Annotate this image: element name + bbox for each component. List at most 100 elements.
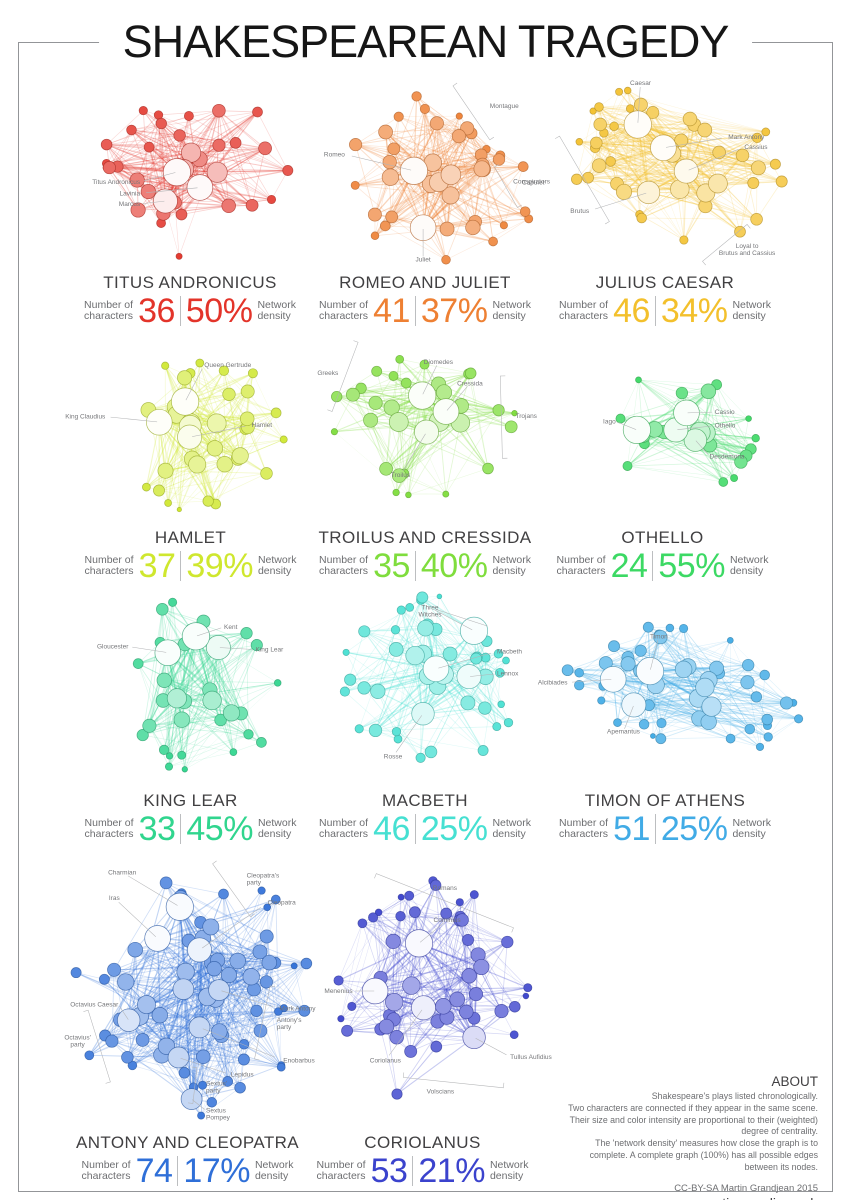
number-of-characters-label: Number of characters xyxy=(317,1159,366,1183)
play-title: ROMEO AND JULIET xyxy=(339,273,511,292)
label-line-number-of: Number of xyxy=(556,553,606,566)
network-density-label: Network density xyxy=(732,298,771,323)
play-info: TIMON OF ATHENS Number of characters 51 … xyxy=(545,791,785,846)
svg-text:Marcus: Marcus xyxy=(119,201,141,208)
play-info: TROILUS AND CRESSIDA Number of character… xyxy=(310,528,540,583)
label-line-density: density xyxy=(732,828,766,840)
network-density-value: 17% xyxy=(183,1152,250,1190)
play-title: TROILUS AND CRESSIDA xyxy=(318,528,532,547)
label-line-characters: characters xyxy=(556,565,606,577)
stat-divider xyxy=(180,551,182,581)
label-line-density: density xyxy=(729,565,764,577)
about-line: Two characters are connected if they app… xyxy=(568,1102,818,1113)
label-line-characters: characters xyxy=(559,310,609,322)
stat-divider xyxy=(179,296,181,326)
label-line-characters: characters xyxy=(84,565,134,577)
svg-text:Hamlet: Hamlet xyxy=(252,422,273,429)
svg-text:King Claudius: King Claudius xyxy=(65,414,106,421)
svg-text:Sextus'party: Sextus' party xyxy=(206,1080,227,1094)
label-line-number-of: Number of xyxy=(559,816,609,829)
network-density-value: 45% xyxy=(186,810,253,848)
svg-text:Timon: Timon xyxy=(650,633,668,640)
network-density-label: Network density xyxy=(729,554,769,578)
play-info: CORIOLANUS Number of characters 53 21% N… xyxy=(315,1133,530,1188)
character-count-value: 53 xyxy=(370,1152,408,1190)
label-line-characters: characters xyxy=(559,828,609,840)
network-density-label: Network density xyxy=(489,1159,529,1183)
label-line-characters: characters xyxy=(319,828,369,840)
svg-text:Caesar: Caesar xyxy=(630,80,652,87)
character-count-value: 46 xyxy=(373,810,410,848)
stat-divider xyxy=(652,551,654,581)
character-count-value: 41 xyxy=(373,292,410,330)
stat-divider xyxy=(180,814,182,844)
network-density-value: 39% xyxy=(186,547,253,585)
svg-text:Romeo: Romeo xyxy=(324,151,345,158)
label-line-number-of: Number of xyxy=(84,816,134,829)
svg-text:Troilus: Troilus xyxy=(391,472,411,479)
network-graph: Three Witches Macbeth Lennox Rosse xyxy=(339,591,522,763)
svg-text:Cleopatra: Cleopatra xyxy=(268,900,297,907)
character-count-value: 36 xyxy=(138,292,175,330)
svg-text:Lepidus: Lepidus xyxy=(231,1072,255,1079)
number-of-characters-label: Number of characters xyxy=(319,298,369,323)
svg-text:Macbeth: Macbeth xyxy=(497,648,522,655)
label-line-network: Network xyxy=(492,816,531,829)
network-density-value: 21% xyxy=(418,1152,485,1190)
network-density-label: Network density xyxy=(492,816,531,841)
network-graph: Romans Cominius Menenius Coriolanus Tullus A… xyxy=(324,873,553,1100)
play-title: JULIUS CAESAR xyxy=(595,273,735,292)
svg-text:Enobarbus: Enobarbus xyxy=(283,1057,315,1064)
svg-text:King Lear: King Lear xyxy=(256,647,285,654)
play-title: ANTONY AND CLEOPATRA xyxy=(75,1133,300,1152)
svg-text:Alcibiades: Alcibiades xyxy=(538,679,568,686)
svg-text:Octavius'party: Octavius' party xyxy=(64,1034,91,1048)
network-density-label: Network density xyxy=(492,554,531,578)
about-line: Their size and color intensity are propo… xyxy=(569,1114,818,1125)
play-stats: Number of characters 46 34% Network dens… xyxy=(545,294,785,328)
about-line: complete. A complete graph (100%) has al… xyxy=(589,1149,818,1160)
label-line-number-of: Number of xyxy=(559,298,609,311)
svg-text:Tullus Aufidius: Tullus Aufidius xyxy=(510,1054,552,1061)
svg-text:Brutus: Brutus xyxy=(570,208,590,215)
label-line-network: Network xyxy=(732,298,771,311)
svg-text:Lavinia: Lavinia xyxy=(119,190,140,197)
label-line-network: Network xyxy=(732,816,771,829)
svg-text:Kent: Kent xyxy=(224,624,238,631)
label-line-number-of: Number of xyxy=(81,1158,131,1171)
label-line-characters: characters xyxy=(319,310,369,322)
label-line-network: Network xyxy=(254,1158,294,1171)
play-title: TIMON OF ATHENS xyxy=(584,791,746,810)
label-line-density: density xyxy=(489,1170,524,1182)
character-count-value: 51 xyxy=(613,810,650,848)
play-stats: Number of characters 74 17% Network dens… xyxy=(40,1154,335,1188)
label-line-density: density xyxy=(257,565,292,577)
svg-text:Cassio: Cassio xyxy=(715,409,735,416)
network-density-label: Network density xyxy=(257,554,297,578)
svg-text:Diomedes: Diomedes xyxy=(424,359,454,366)
network-density-value: 34% xyxy=(660,292,728,330)
play-title: OTHELLO xyxy=(621,528,704,547)
svg-text:Rosse: Rosse xyxy=(384,754,403,761)
stat-divider xyxy=(414,551,416,581)
network-graph: Caesar Mark Antony Cassius Conspirators Brut… xyxy=(513,80,788,266)
svg-text:Titus Andronicus: Titus Andronicus xyxy=(92,179,141,186)
network-density-value: 37% xyxy=(420,292,488,330)
network-graph: Timon Alcibiades Apemantus xyxy=(538,621,804,751)
number-of-characters-label: Number of characters xyxy=(556,553,606,578)
label-line-number-of: Number of xyxy=(319,298,369,311)
network-graph: Montague Romeo Capulet Juliet xyxy=(324,82,545,265)
play-info: HAMLET Number of characters 37 39% Netwo… xyxy=(78,528,303,583)
network-density-label: Network density xyxy=(732,816,771,841)
svg-text:Lennox: Lennox xyxy=(497,671,519,678)
svg-text:Iago: Iago xyxy=(603,418,616,425)
label-line-density: density xyxy=(492,310,526,322)
character-count-value: 33 xyxy=(138,810,176,848)
play-info: MACBETH Number of characters 46 25% Netw… xyxy=(315,791,535,846)
label-line-density: density xyxy=(257,828,292,840)
character-count-value: 35 xyxy=(373,547,410,585)
play-title: TITUS ANDRONICUS xyxy=(103,273,277,292)
play-stats: Number of characters 24 55% Network dens… xyxy=(545,549,780,583)
